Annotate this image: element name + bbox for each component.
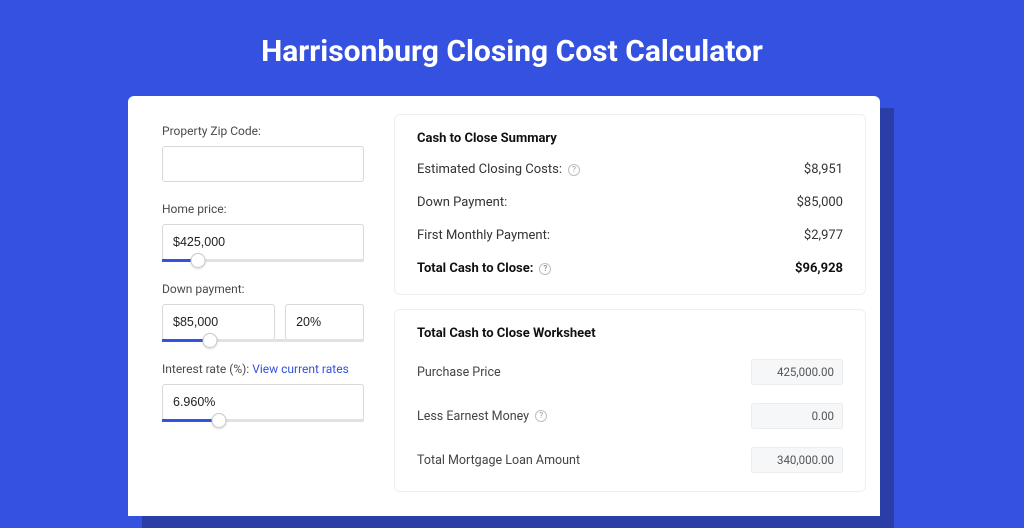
inputs-panel: Property Zip Code: Home price: Down paym… [128,96,386,516]
calculator-card: Property Zip Code: Home price: Down paym… [128,96,880,516]
help-icon[interactable]: ? [539,263,551,275]
down-payment-input[interactable] [162,304,275,340]
worksheet-label: Less Earnest Money [417,409,529,424]
interest-rate-label-text: Interest rate (%): [162,362,252,376]
down-payment-label: Down payment: [162,282,364,296]
home-price-label: Home price: [162,202,364,216]
worksheet-value: 0.00 [751,403,843,429]
summary-row-down-payment: Down Payment: $85,000 [417,195,843,210]
worksheet-row-mortgage-amount: Total Mortgage Loan Amount 340,000.00 [417,447,843,473]
worksheet-label: Purchase Price [417,365,501,380]
zip-label: Property Zip Code: [162,124,364,138]
summary-value: $8,951 [804,162,843,177]
results-panel: Cash to Close Summary Estimated Closing … [386,96,880,516]
down-payment-slider[interactable] [162,339,364,342]
worksheet-value: 425,000.00 [751,359,843,385]
slider-thumb-icon[interactable] [211,413,226,428]
slider-thumb-icon[interactable] [203,333,218,348]
slider-thumb-icon[interactable] [191,253,206,268]
view-rates-link[interactable]: View current rates [252,362,349,376]
summary-total-label: Total Cash to Close: [417,261,533,276]
worksheet-row-purchase-price: Purchase Price 425,000.00 [417,359,843,385]
help-icon[interactable]: ? [568,164,580,176]
page-title: Harrisonburg Closing Cost Calculator [0,0,1024,91]
down-payment-percent-input[interactable] [285,304,364,340]
worksheet-card: Total Cash to Close Worksheet Purchase P… [394,309,866,492]
summary-title: Cash to Close Summary [417,131,843,146]
interest-rate-slider[interactable] [162,419,364,422]
interest-rate-label: Interest rate (%): View current rates [162,362,364,376]
summary-row-total: Total Cash to Close: ? $96,928 [417,261,843,276]
summary-total-value: $96,928 [795,261,843,276]
zip-field-group: Property Zip Code: [162,124,364,182]
home-price-slider[interactable] [162,259,364,262]
zip-input[interactable] [162,146,364,182]
worksheet-value: 340,000.00 [751,447,843,473]
down-payment-field-group: Down payment: [162,282,364,342]
home-price-field-group: Home price: [162,202,364,262]
summary-row-first-payment: First Monthly Payment: $2,977 [417,228,843,243]
interest-rate-field-group: Interest rate (%): View current rates [162,362,364,422]
summary-label: Estimated Closing Costs: [417,162,562,177]
help-icon[interactable]: ? [535,410,547,422]
worksheet-row-earnest-money: Less Earnest Money ? 0.00 [417,403,843,429]
worksheet-label: Total Mortgage Loan Amount [417,453,580,468]
summary-label: Down Payment: [417,195,507,210]
summary-row-closing-costs: Estimated Closing Costs: ? $8,951 [417,162,843,177]
summary-value: $85,000 [797,195,843,210]
summary-label: First Monthly Payment: [417,228,550,243]
summary-card: Cash to Close Summary Estimated Closing … [394,114,866,295]
interest-rate-input[interactable] [162,384,364,420]
worksheet-title: Total Cash to Close Worksheet [417,326,843,341]
summary-value: $2,977 [804,228,843,243]
